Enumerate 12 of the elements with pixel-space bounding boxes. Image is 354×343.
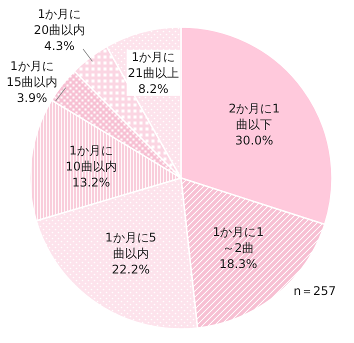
slice-label: 1か月に5曲以内: [105, 230, 156, 260]
slice-label: 1か月に20曲以内: [34, 7, 86, 37]
data-label: 18.3%: [219, 257, 258, 272]
slice-label: 2か月に1曲以下: [228, 102, 280, 132]
data-label: 3.9%: [16, 91, 48, 105]
data-label: 13.2%: [72, 176, 110, 190]
data-label: 4.3%: [44, 39, 75, 53]
text: n＝257: [293, 284, 336, 298]
data-label: 22.2%: [112, 262, 150, 276]
data-label: 30.0%: [235, 134, 274, 148]
slice-label: 1か月に15曲以内: [6, 59, 58, 89]
slice-label: 1か月に1～2曲: [212, 225, 264, 256]
